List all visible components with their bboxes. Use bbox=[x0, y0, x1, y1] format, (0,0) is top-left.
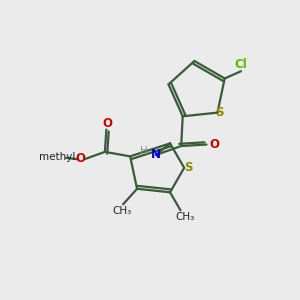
Text: CH₃: CH₃ bbox=[175, 212, 194, 222]
Text: O: O bbox=[102, 117, 112, 130]
Text: N: N bbox=[151, 148, 161, 161]
Text: methyl: methyl bbox=[38, 152, 75, 162]
Text: O: O bbox=[209, 138, 219, 151]
Text: O: O bbox=[75, 152, 85, 165]
Text: Cl: Cl bbox=[235, 58, 248, 71]
Text: S: S bbox=[184, 161, 193, 174]
Text: H: H bbox=[140, 146, 148, 156]
Text: CH₃: CH₃ bbox=[112, 206, 131, 216]
Text: S: S bbox=[215, 106, 223, 119]
